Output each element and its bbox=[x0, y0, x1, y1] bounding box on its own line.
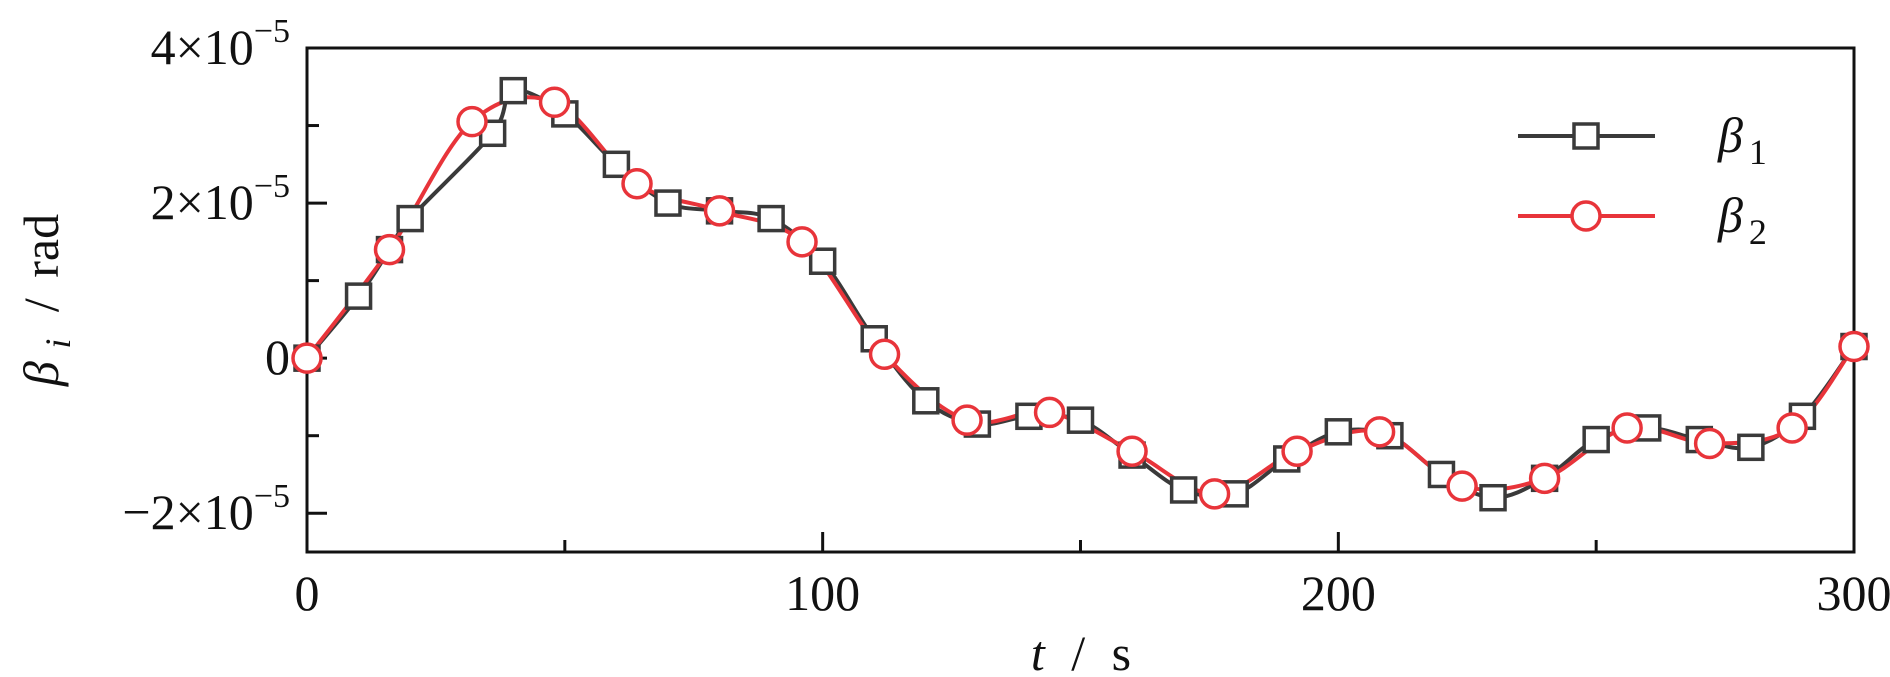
series-1-point bbox=[1737, 433, 1765, 462]
series-1-point bbox=[757, 204, 785, 233]
series-layer bbox=[291, 76, 1870, 512]
series-1-point bbox=[1066, 406, 1095, 434]
series-1-point bbox=[808, 247, 837, 275]
series-2-points bbox=[291, 86, 1870, 510]
x-axis-slash: / bbox=[1071, 625, 1085, 677]
x-tick-label: 200 bbox=[1301, 565, 1376, 621]
series-2-point bbox=[1198, 478, 1231, 510]
x-axis-title: t / s bbox=[1031, 625, 1131, 677]
y-tick-label: 2×10−5 bbox=[151, 168, 290, 230]
legend-marker bbox=[1572, 122, 1600, 150]
series-2-point bbox=[1446, 470, 1478, 502]
series-markers bbox=[291, 76, 1870, 512]
series-2-point bbox=[1838, 330, 1870, 363]
y-axis-title: β i / rad bbox=[13, 214, 81, 387]
series-1-point bbox=[396, 204, 424, 233]
series-2-point bbox=[786, 226, 818, 258]
series-1-point bbox=[602, 150, 631, 179]
y-axis-variable: β bbox=[13, 361, 69, 387]
series-2-point bbox=[1528, 462, 1561, 495]
y-tick-label: 4×10−5 bbox=[151, 13, 290, 75]
axis-ticks bbox=[305, 46, 1856, 552]
series-2-point bbox=[1033, 396, 1066, 429]
series-2-point bbox=[373, 233, 406, 266]
series-2-point bbox=[1776, 412, 1808, 444]
series-1-point bbox=[344, 282, 373, 310]
y-tick-label: −2×10−5 bbox=[122, 478, 290, 540]
series-2-point bbox=[621, 167, 653, 200]
y-axis-slash: / bbox=[13, 298, 69, 312]
series-1-point bbox=[499, 76, 528, 105]
series-1-point bbox=[1169, 476, 1198, 504]
x-tick-label: 0 bbox=[295, 565, 320, 621]
series-2-point bbox=[1116, 435, 1148, 467]
series-1-point bbox=[912, 387, 940, 415]
series-2-point bbox=[1281, 435, 1313, 467]
plot-frame bbox=[305, 46, 1856, 554]
y-axis-unit: rad bbox=[13, 214, 69, 278]
x-tick-label: 100 bbox=[785, 565, 860, 621]
series-2-point bbox=[291, 342, 323, 374]
y-axis-subscript: i bbox=[38, 339, 78, 349]
legend: β 1β 2 bbox=[1518, 107, 1767, 252]
series-2-point bbox=[1611, 412, 1643, 444]
x-axis-unit: s bbox=[1112, 625, 1131, 677]
series-1-point bbox=[1324, 418, 1353, 446]
series-2-point bbox=[456, 105, 488, 138]
series-1-point bbox=[654, 189, 682, 217]
series-1-point bbox=[1479, 483, 1507, 512]
x-tick-label: 300 bbox=[1817, 565, 1890, 621]
series-1-point bbox=[1582, 425, 1610, 454]
series-2-point bbox=[868, 338, 901, 371]
series-1-point bbox=[1015, 402, 1043, 431]
series-1-points bbox=[293, 76, 1868, 512]
series-2-point bbox=[1693, 427, 1726, 460]
x-axis-variable: t bbox=[1031, 625, 1046, 677]
y-tick-label: 0 bbox=[265, 329, 290, 385]
series-2-point bbox=[538, 86, 571, 119]
legend-marker bbox=[1570, 200, 1602, 232]
series-2-point bbox=[951, 404, 983, 436]
series-2-point bbox=[1363, 416, 1396, 448]
series-2-point bbox=[703, 195, 736, 227]
